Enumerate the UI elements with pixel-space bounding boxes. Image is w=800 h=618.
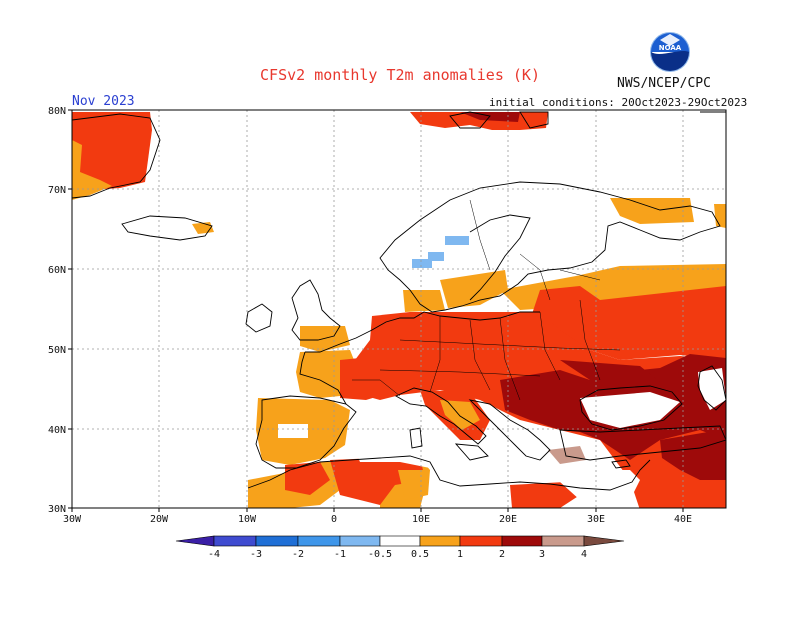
colorbar-label: 4: [581, 549, 587, 560]
colorbar-label: 1: [457, 549, 463, 560]
x-tick-label: 20W: [150, 514, 169, 525]
colorbar-swatch: [255, 535, 299, 547]
colorbar-arrow-low: [175, 535, 215, 547]
colorbar-swatch: [297, 535, 341, 547]
plot-frame: [71, 109, 727, 509]
x-tick-label: 10E: [412, 514, 430, 525]
colorbar-label: 2: [499, 549, 505, 560]
x-tick-label: 20E: [499, 514, 517, 525]
y-tick-label: 70N: [48, 185, 66, 196]
y-tick-label: 30N: [48, 504, 66, 515]
x-tick-label: 0: [331, 514, 337, 525]
colorbar-swatch: [541, 535, 585, 547]
colorbar-swatch: [379, 535, 421, 547]
colorbar-swatch: [419, 535, 461, 547]
colorbar-label: 3: [539, 549, 545, 560]
colorbar-labels: -4 -3 -2 -1 -0.5 0.5 1 2 3 4: [208, 549, 587, 560]
axis-ticks: [68, 109, 684, 512]
noaa-logo-icon: NOAA: [650, 32, 690, 72]
x-tick-label: 40E: [674, 514, 692, 525]
x-tick-labels: 30W 20W 10W 0 10E 20E 30E 40E: [63, 514, 692, 525]
colorbar-swatch: [459, 535, 503, 547]
colorbar-swatch: [213, 535, 257, 547]
colorbar-label: -3: [250, 549, 262, 560]
colorbar-label: -0.5: [368, 549, 392, 560]
svg-text:NOAA: NOAA: [659, 44, 682, 52]
x-tick-label: 10W: [238, 514, 257, 525]
grid-lines: [72, 110, 726, 508]
colorbar-arrow-high: [583, 535, 625, 547]
colorbar-label: -1: [334, 549, 346, 560]
x-tick-label: 30W: [63, 514, 82, 525]
colorbar-label: 0.5: [411, 549, 429, 560]
y-tick-label: 50N: [48, 345, 66, 356]
colorbar-label: -2: [292, 549, 304, 560]
agency-label: NWS/NCEP/CPC: [617, 76, 711, 91]
country-borders: [352, 199, 621, 401]
colorbar-swatch: [501, 535, 543, 547]
map-title: CFSv2 monthly T2m anomalies (K): [260, 66, 540, 84]
y-tick-label: 80N: [48, 106, 66, 117]
y-tick-label: 60N: [48, 265, 66, 276]
coastlines: [72, 111, 726, 491]
colorbar-label: -4: [208, 549, 220, 560]
forecast-month: Nov 2023: [72, 94, 135, 109]
y-tick-label: 40N: [48, 425, 66, 436]
colorbar: [175, 535, 625, 547]
colorbar-swatch: [339, 535, 381, 547]
anomaly-shading: [72, 112, 726, 508]
x-tick-label: 30E: [587, 514, 605, 525]
y-tick-labels: 80N 70N 60N 50N 40N 30N: [48, 106, 66, 515]
initial-conditions: initial conditions: 20Oct2023-29Oct2023: [489, 96, 748, 109]
